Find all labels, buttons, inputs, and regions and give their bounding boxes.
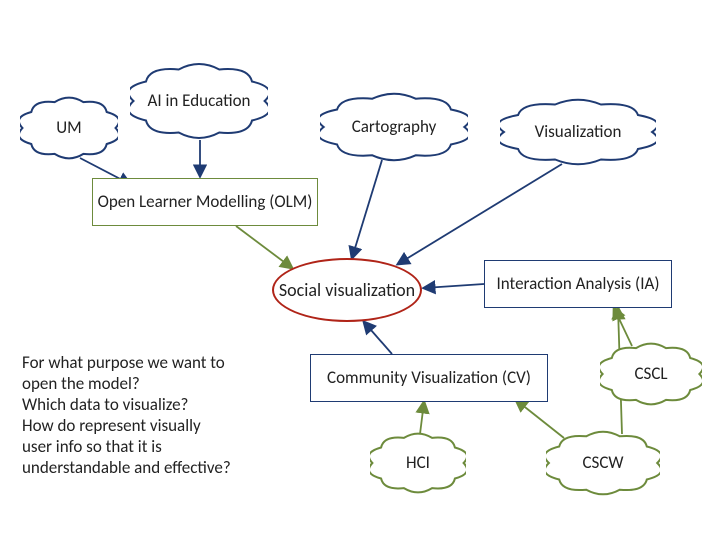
freetext-questions: For what purpose we want to open the mod… [22,352,231,478]
cloud-label-um: UM [20,96,118,160]
cloud-aied: AI in Education [130,62,268,140]
cloud-carto: Cartography [320,92,468,162]
cloud-viz: Visualization [500,98,656,166]
edge-olm-social [236,226,292,268]
rect-olm: Open Learner Modelling (OLM) [92,178,318,226]
edge-cscl-ia [614,308,632,346]
diagram-stage: UMAI in Education Cartography Visualizatio… [0,0,720,540]
edge-viz-social [398,164,562,264]
cloud-cscl: CSCL [600,342,702,406]
cloud-label-carto: Cartography [320,92,468,162]
edge-ia-social [424,284,484,288]
cloud-um: UM [20,96,118,160]
cloud-label-viz: Visualization [500,98,656,166]
cloud-hci: HCI [370,432,466,494]
edge-carto-social [352,160,382,258]
ellipse-social: Social visualization [272,258,422,322]
cloud-cscw: CSCW [546,430,660,496]
rect-ia: Interaction Analysis (IA) [484,260,672,308]
cloud-label-cscw: CSCW [546,430,660,496]
edge-cv-social [364,322,392,354]
rect-cv: Community Visualization (CV) [310,354,548,402]
cloud-label-aied: AI in Education [130,62,268,140]
cloud-label-cscl: CSCL [600,342,702,406]
edge-hci-cv [420,402,424,434]
cloud-label-hci: HCI [370,432,466,494]
